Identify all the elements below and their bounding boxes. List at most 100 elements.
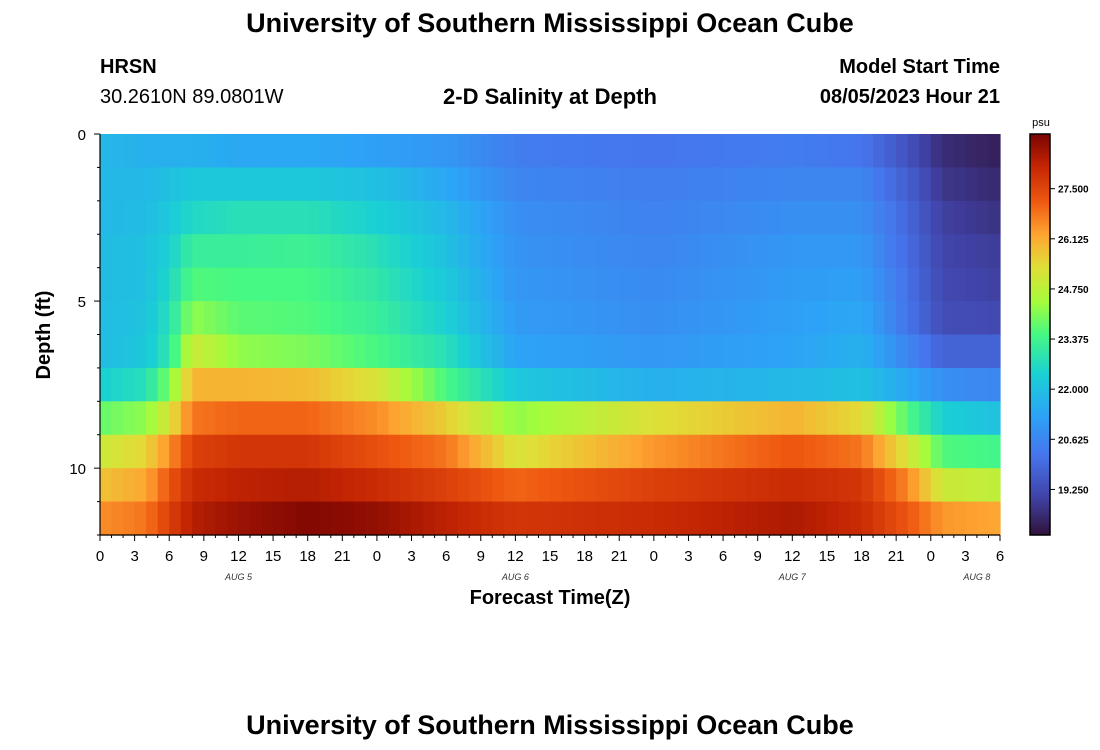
heatmap-cell — [353, 134, 366, 169]
heatmap-cell — [400, 401, 413, 436]
heatmap-cell — [469, 501, 482, 536]
heatmap-cell — [596, 501, 609, 536]
heatmap-cell — [573, 267, 586, 302]
heatmap-cell — [573, 301, 586, 336]
heatmap-cell — [353, 501, 366, 536]
heatmap-cell — [365, 267, 378, 302]
heatmap-cell — [376, 301, 390, 336]
station-name: HRSN — [100, 56, 157, 78]
heatmap-cell — [480, 334, 493, 369]
heatmap-cell — [919, 134, 932, 169]
heatmap-cell — [826, 501, 840, 536]
heatmap-cell — [434, 367, 447, 402]
heatmap-cell — [319, 334, 332, 369]
heatmap-cell — [480, 501, 493, 536]
heatmap-cell — [573, 334, 586, 369]
heatmap-cell — [688, 200, 701, 235]
heatmap-cell — [930, 167, 943, 202]
heatmap-cell — [619, 468, 632, 503]
x-tick-label: 21 — [611, 548, 628, 565]
heatmap-cell — [157, 434, 170, 469]
x-tick-label: 3 — [961, 548, 969, 565]
heatmap-cell — [319, 367, 332, 402]
heatmap-cell — [919, 434, 932, 469]
heatmap-cell — [123, 167, 136, 202]
heatmap-cell — [550, 401, 563, 436]
heatmap-cell — [630, 301, 643, 336]
heatmap-cell — [907, 234, 920, 269]
heatmap-cell — [238, 301, 251, 336]
heatmap-cell — [976, 200, 990, 235]
heatmap-cell — [157, 401, 170, 436]
heatmap-cell — [342, 234, 355, 269]
heatmap-cell — [446, 501, 459, 536]
heatmap-cell — [319, 434, 332, 469]
heatmap-cell — [873, 234, 886, 269]
heatmap-cell — [423, 501, 436, 536]
heatmap-cell — [296, 334, 309, 369]
heatmap-cell — [157, 200, 170, 235]
heatmap-cell — [215, 234, 228, 269]
heatmap-cell — [734, 334, 747, 369]
heatmap-cell — [723, 367, 736, 402]
heatmap-cell — [711, 501, 724, 536]
heatmap-cell — [353, 468, 366, 503]
heatmap-cell — [596, 234, 609, 269]
heatmap-cell — [746, 334, 759, 369]
heatmap-cell — [134, 501, 147, 536]
heatmap-cell — [919, 468, 932, 503]
heatmap-cell — [261, 401, 274, 436]
heatmap-cell — [884, 200, 897, 235]
heatmap-cell — [273, 501, 286, 536]
heatmap-cell — [526, 200, 540, 235]
heatmap-cell — [284, 434, 297, 469]
heatmap-cell — [850, 334, 863, 369]
heatmap-cell — [134, 167, 147, 202]
heatmap-cell — [676, 167, 690, 202]
heatmap-cell — [711, 234, 724, 269]
heatmap-cell — [180, 200, 193, 235]
heatmap-cell — [503, 267, 516, 302]
heatmap-cell — [676, 501, 690, 536]
heatmap-cell — [123, 134, 136, 169]
heatmap-cell — [157, 134, 170, 169]
heatmap-cell — [123, 200, 136, 235]
heatmap-cell — [850, 134, 863, 169]
page-title-bottom: University of Southern Mississippi Ocean… — [246, 710, 854, 740]
heatmap-cell — [688, 234, 701, 269]
heatmap-cell — [434, 234, 447, 269]
heatmap-cell — [446, 334, 459, 369]
x-tick-label: 6 — [165, 548, 173, 565]
heatmap-cell — [526, 434, 540, 469]
heatmap-cell — [146, 267, 159, 302]
heatmap-cell — [365, 334, 378, 369]
heatmap-cell — [815, 301, 828, 336]
heatmap-cell — [746, 468, 759, 503]
heatmap-cell — [261, 167, 274, 202]
heatmap-cell — [942, 334, 955, 369]
heatmap-cell — [192, 301, 205, 336]
heatmap-cell — [723, 267, 736, 302]
heatmap-cell — [330, 501, 343, 536]
heatmap-cell — [446, 134, 459, 169]
heatmap-cell — [711, 301, 724, 336]
heatmap-cell — [203, 301, 216, 336]
x-tick-label: 9 — [477, 548, 485, 565]
heatmap-cell — [434, 167, 447, 202]
heatmap-cell — [607, 267, 620, 302]
heatmap-cell — [203, 234, 216, 269]
x-tick-label: 15 — [819, 548, 836, 565]
heatmap-cell — [353, 301, 366, 336]
heatmap-cell — [780, 468, 793, 503]
heatmap-cell — [238, 468, 251, 503]
heatmap-cell — [792, 234, 805, 269]
heatmap-cell — [780, 501, 793, 536]
heatmap-cell — [434, 501, 447, 536]
heatmap-cell — [296, 267, 309, 302]
heatmap-cell — [769, 301, 782, 336]
heatmap-cell — [896, 401, 909, 436]
heatmap-cell — [850, 234, 863, 269]
heatmap-cell — [653, 200, 666, 235]
heatmap-cell — [411, 234, 424, 269]
heatmap-cell — [988, 367, 1001, 402]
